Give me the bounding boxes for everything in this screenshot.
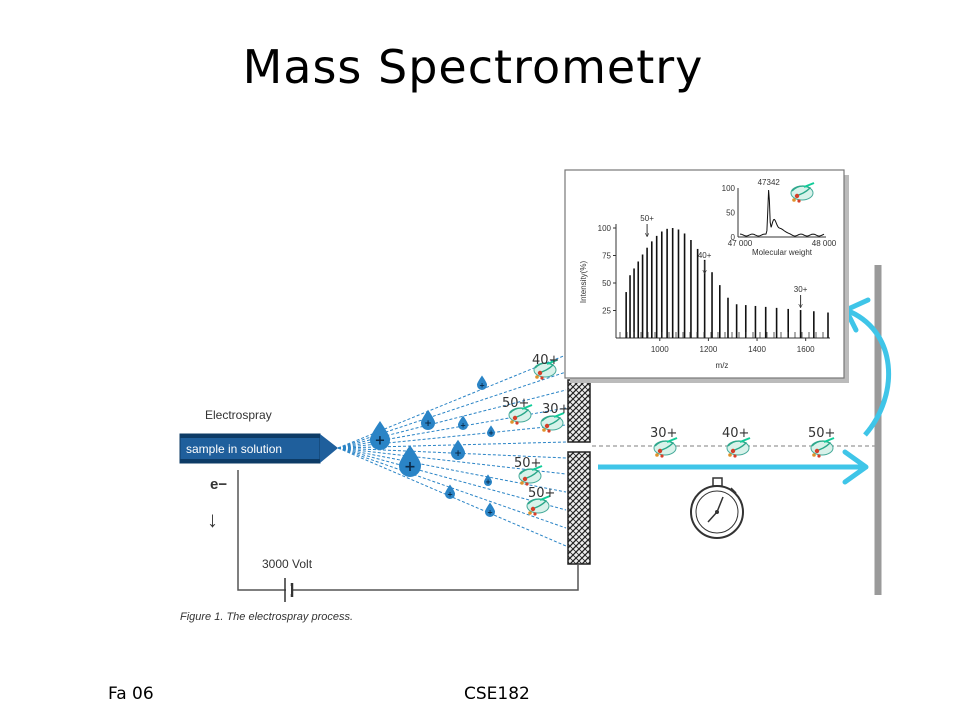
entrance-plate-lower [567,451,591,565]
footer-center: CSE182 [464,684,530,704]
charged-droplet: + [476,375,488,390]
spray-line [337,441,567,449]
spectrum-x-tick-label: 1400 [748,345,766,354]
inset-trace [740,189,825,237]
spectrum-peak-label: 40+ [698,251,712,260]
stopwatch-icon [690,477,744,539]
spray-charge-label: 30+ [542,402,569,417]
protein-ion [526,495,551,516]
sample-label: sample in solution [186,442,282,456]
spectrum-y-tick-label: 25 [602,307,611,316]
spectrum-y-tick-label: 75 [602,252,611,261]
spectrum-y-tick-label: 50 [602,279,611,288]
droplet-charge-sign: + [404,459,416,475]
spray-line [337,424,567,449]
spray-line [337,447,567,459]
droplet-group: + + + + + + + + + + [369,375,496,517]
droplet-charge-sign: + [487,508,493,516]
spray-charge-label: 50+ [502,396,529,411]
spray-ion-group: 40+ 50+ 30+ 50+ 50+ [502,353,569,516]
footer-left: Fa 06 [108,684,154,704]
mass-spectrum: Intensity(%) m/z 25 50 75 100 1000 1200 1400 1600… [579,214,830,370]
inset-x-tick-label: 48 000 [812,239,837,248]
figure-caption: Figure 1. The electrospray process. [180,611,353,623]
droplet-charge-sign: + [485,478,491,486]
inset-y-tick-label: 0 [731,233,736,242]
protein-ion [508,404,533,425]
droplet-charge-sign: + [488,429,494,437]
droplet-charge-sign: + [447,490,453,498]
slide-title: Mass Spectrometry [242,40,704,94]
charged-droplet: + [484,502,496,517]
charged-droplet: + [486,425,496,437]
droplet-charge-sign: + [454,449,462,459]
flight-charge-label: 50+ [808,426,835,441]
spray-charge-label: 50+ [514,456,541,471]
flight-charge-label: 40+ [722,426,749,441]
charged-droplet: + [450,439,466,460]
electrospray-label: Electrospray [205,408,272,422]
sample-needle [179,433,321,464]
inset-y-tick-label: 100 [722,184,736,193]
protein-ion [790,182,815,203]
inset-x-label: Molecular weight [752,248,813,257]
spray-charge-label: 40+ [532,353,559,368]
charged-droplet: + [369,421,391,450]
protein-ion [533,359,558,380]
spray-line [337,389,567,449]
spray-line [337,447,567,511]
spray-charge-label: 50+ [528,486,555,501]
spectrum-x-tick-label: 1200 [700,345,718,354]
spectrum-y-label: Intensity(%) [579,261,588,304]
droplet-charge-sign: + [460,421,466,429]
charged-droplet: + [483,474,493,486]
inset-peak-label: 47342 [758,178,781,187]
electron-label: e− [210,476,227,493]
spectrum-y-tick-label: 100 [598,224,612,233]
charged-droplet: + [444,484,456,499]
spectrum-x-label: m/z [716,361,729,370]
droplet-charge-sign: + [479,381,485,389]
spray-line [337,447,567,547]
spray-line [337,447,567,493]
spectrum-x-tick-label: 1000 [651,345,669,354]
circuit-wire [237,470,579,591]
flight-arrow [598,449,869,485]
charged-droplet: + [398,445,422,477]
inset-x-tick-label: 47 000 [728,239,753,248]
protein-ion [810,437,835,458]
flight-charge-label: 30+ [650,426,677,441]
spectrum-x-tick-label: 1600 [797,345,815,354]
protein-ion [726,437,751,458]
entrance-plate-upper [567,379,591,443]
charged-droplet: + [457,415,469,430]
protein-ion [540,412,565,433]
spectrum-peak-label: 50+ [640,214,654,223]
droplet-charge-sign: + [375,434,386,449]
inset-y-tick-label: 50 [726,209,735,218]
flight-ion-group: 30+ 40+ 50+ [650,426,835,458]
protein-ion [653,437,678,458]
spectrum-peak-label: 30+ [794,285,808,294]
charged-droplet: + [420,409,436,430]
detector-signal-arrow [843,297,892,437]
droplet-charge-sign: + [424,419,432,429]
electron-flow-arrow: ↓ [207,507,218,532]
protein-ion [518,465,543,486]
voltage-label: 3000 Volt [262,557,313,571]
